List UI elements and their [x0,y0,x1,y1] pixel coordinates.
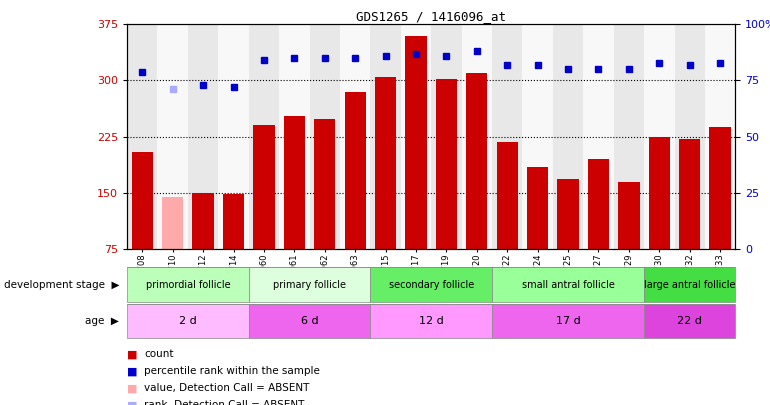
Bar [405,36,427,249]
Text: value, Detection Call = ABSENT: value, Detection Call = ABSENT [144,384,310,393]
Bar [375,77,397,249]
Text: primordial follicle: primordial follicle [146,279,230,290]
Bar [679,139,701,249]
Bar [492,267,644,302]
Bar [249,24,280,249]
Text: age  ▶: age ▶ [85,316,119,326]
Bar [492,24,522,249]
Bar [648,136,670,249]
Text: count: count [144,350,173,359]
Bar [370,304,492,338]
Text: secondary follicle: secondary follicle [389,279,474,290]
Bar [132,151,153,249]
Text: percentile rank within the sample: percentile rank within the sample [144,367,320,376]
Bar [400,24,431,249]
Bar [462,24,492,249]
Bar [436,79,457,249]
Bar [557,179,579,249]
Bar [127,304,249,338]
Bar [314,119,336,249]
Bar [219,24,249,249]
Text: ■: ■ [127,350,138,359]
Bar [644,267,735,302]
Text: rank, Detection Call = ABSENT: rank, Detection Call = ABSENT [144,401,304,405]
Bar [158,24,188,249]
Bar [223,194,244,249]
Text: large antral follicle: large antral follicle [644,279,735,290]
Bar [283,117,305,249]
Bar [370,24,401,249]
Bar [497,142,518,249]
Bar [279,24,310,249]
Bar [249,304,370,338]
Text: 2 d: 2 d [179,316,197,326]
Bar [340,24,370,249]
Text: development stage  ▶: development stage ▶ [4,279,119,290]
Text: ■: ■ [127,401,138,405]
Text: 6 d: 6 d [301,316,318,326]
Bar [675,24,705,249]
Bar [253,126,275,249]
Bar [553,24,584,249]
Bar [644,304,735,338]
Bar [709,127,731,249]
Text: 22 d: 22 d [678,316,702,326]
Bar [431,24,462,249]
Bar [644,24,675,249]
Bar [527,167,548,249]
Bar [523,24,553,249]
Bar [192,193,214,249]
Bar [370,267,492,302]
Bar [249,267,370,302]
Bar [492,304,644,338]
Bar [127,24,158,249]
Text: primary follicle: primary follicle [273,279,346,290]
Bar [188,24,219,249]
Text: 12 d: 12 d [419,316,444,326]
Title: GDS1265 / 1416096_at: GDS1265 / 1416096_at [357,10,506,23]
Text: ■: ■ [127,367,138,376]
Bar [618,181,640,249]
Text: ■: ■ [127,384,138,393]
Text: small antral follicle: small antral follicle [521,279,614,290]
Bar [584,24,614,249]
Bar [162,196,183,249]
Bar [614,24,644,249]
Bar [588,159,609,249]
Bar [466,73,487,249]
Bar [705,24,735,249]
Bar [127,267,249,302]
Text: 17 d: 17 d [556,316,581,326]
Bar [344,92,366,249]
Bar [310,24,340,249]
